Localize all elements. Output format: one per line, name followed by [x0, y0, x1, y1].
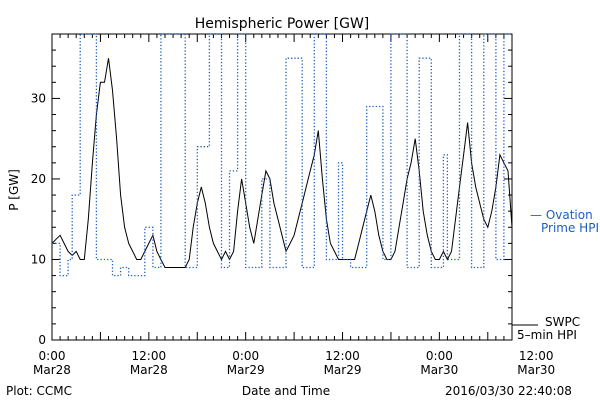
plot-credit: Plot: CCMC: [6, 384, 72, 398]
y-tick-label: 10: [31, 252, 46, 266]
x-tick-label-time: 0:00: [426, 349, 453, 363]
x-tick-label-time: 12:00: [132, 349, 167, 363]
x-tick-label-time: 12:00: [519, 349, 554, 363]
chart-title: Hemispheric Power [GW]: [195, 16, 370, 32]
plot-timestamp: 2016/03/30 22:40:08: [445, 384, 572, 398]
x-axis-label: Date and Time: [242, 384, 330, 398]
y-tick-label: 30: [31, 91, 46, 105]
x-tick-label-date: Mar29: [227, 363, 265, 377]
x-tick-label-date: Mar28: [130, 363, 168, 377]
x-axis: 0:00Mar2812:00Mar280:00Mar2912:00Mar290:…: [33, 34, 555, 377]
legend-swpc-line2: 5–min HPI: [517, 328, 577, 342]
y-tick-label: 0: [38, 333, 46, 347]
y-axis-label: P [GW]: [7, 169, 21, 211]
x-tick-label-time: 0:00: [232, 349, 259, 363]
y-axis: 0 10 20 30: [31, 49, 512, 347]
ovation-series-line: [52, 33, 512, 277]
swpc-series-line: [51, 58, 513, 268]
legend-swpc-line1: SWPC: [545, 315, 580, 329]
y-tick-label: 20: [31, 172, 46, 186]
x-tick-label-date: Mar30: [517, 363, 555, 377]
series-layer: [51, 33, 513, 277]
legend-ovation-line1: — Ovation: [530, 208, 593, 222]
x-tick-label-date: Mar28: [33, 363, 71, 377]
x-tick-label-date: Mar30: [420, 363, 458, 377]
plot-frame: [51, 33, 513, 341]
x-tick-label-date: Mar29: [324, 363, 362, 377]
legend-ovation-line2: Prime HPI: [541, 221, 599, 235]
x-tick-label-time: 12:00: [325, 349, 360, 363]
x-tick-label-time: 0:00: [39, 349, 66, 363]
